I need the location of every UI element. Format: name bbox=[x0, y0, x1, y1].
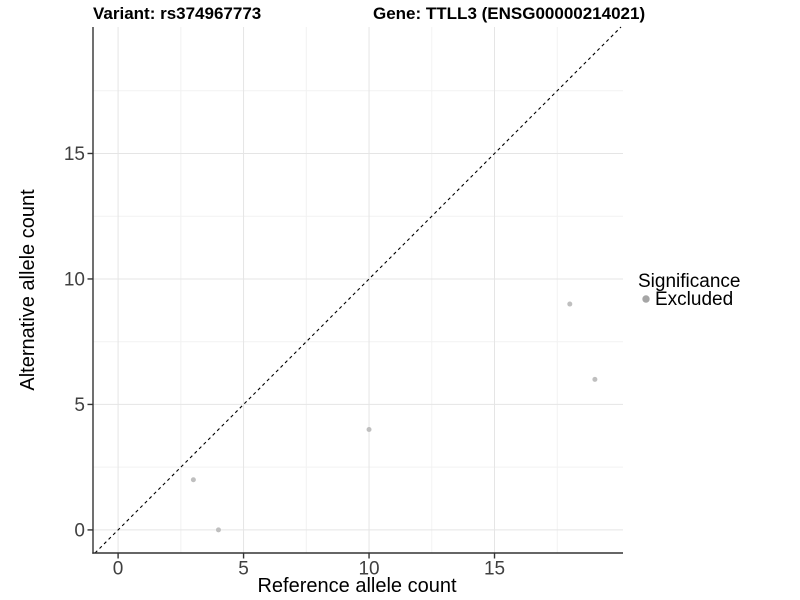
axis-lines bbox=[92, 27, 623, 554]
y-axis-title: Alternative allele count bbox=[17, 189, 39, 391]
y-tick-label: 15 bbox=[64, 144, 85, 165]
data-point bbox=[190, 477, 196, 483]
data-point bbox=[567, 301, 573, 307]
legend-title: Significance bbox=[638, 271, 740, 292]
y-tick-label: 5 bbox=[74, 395, 85, 416]
gridlines-major bbox=[93, 27, 623, 553]
legend-entry-excluded: Excluded bbox=[655, 289, 733, 310]
y-tick-label: 10 bbox=[64, 269, 85, 290]
axis-ticks bbox=[87, 152, 496, 559]
data-point bbox=[215, 527, 221, 533]
x-axis-title: Reference allele count bbox=[257, 575, 456, 597]
data-point bbox=[366, 427, 372, 433]
x-tick-label: 5 bbox=[238, 559, 249, 580]
y-tick-label: 0 bbox=[74, 520, 85, 541]
x-tick-label: 0 bbox=[113, 559, 124, 580]
legend: Significance Excluded bbox=[638, 271, 740, 310]
x-tick-label: 15 bbox=[484, 559, 505, 580]
axis-tick-labels: 0 5 10 15 0 5 10 15 bbox=[64, 144, 505, 580]
identity-dashed-line bbox=[94, 26, 622, 554]
data-point bbox=[592, 376, 598, 382]
x-tick-label: 10 bbox=[358, 559, 379, 580]
data-points bbox=[190, 301, 598, 533]
identity-line bbox=[94, 26, 622, 554]
plot-title-gene: Gene: TTLL3 (ENSG00000214021) bbox=[373, 4, 645, 23]
legend-point-icon bbox=[642, 295, 650, 303]
plot-title-variant: Variant: rs374967773 bbox=[93, 4, 261, 23]
